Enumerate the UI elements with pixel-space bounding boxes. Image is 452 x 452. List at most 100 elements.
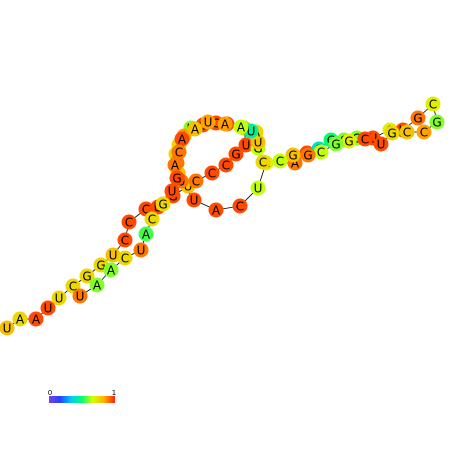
nucleotide-circle <box>218 157 234 173</box>
nucleotide: C <box>188 173 204 189</box>
nucleotide: C <box>218 157 234 173</box>
nucleotide-letter: U <box>168 185 177 199</box>
nucleotide: G <box>328 136 344 152</box>
nucleotide-letter: G <box>82 270 91 284</box>
nucleotide-letter: A <box>212 204 221 218</box>
nucleotide: C <box>313 144 329 160</box>
nucleotide-circle <box>171 144 187 160</box>
nucleotide: A <box>217 116 233 132</box>
nucleotide-letter: A <box>107 264 116 278</box>
nucleotide-circle <box>238 137 254 153</box>
nucleotide-letter: U <box>184 180 193 194</box>
nucleotide: U <box>186 192 202 208</box>
nucleotide-letter: C <box>125 216 133 230</box>
color-scale-bar <box>49 396 115 403</box>
nucleotide-letter: G <box>231 148 240 162</box>
nucleotide-letter: U <box>204 116 213 130</box>
nucleotide-circle <box>416 124 432 140</box>
nucleotide-circle <box>72 288 88 304</box>
nucleotide-circle <box>186 192 202 208</box>
nucleotide: A <box>138 226 154 242</box>
nucleotide-circle <box>155 196 171 212</box>
nucleotide-letter: G <box>352 132 361 146</box>
nucleotide-circle <box>232 198 248 214</box>
nucleotide-circle <box>0 320 15 336</box>
nucleotide: C <box>357 131 373 147</box>
nucleotide-letter: G <box>387 127 396 141</box>
nucleotide-letter: A <box>221 118 230 132</box>
nucleotide-letter: U <box>242 139 251 153</box>
nucleotide-circle <box>28 311 44 327</box>
nucleotide-circle <box>228 146 244 162</box>
nucleotide-letter: G <box>331 138 340 152</box>
color-scale-legend: 0 1 <box>48 389 116 403</box>
nucleotide-letter: U <box>109 249 118 263</box>
nucleotide: G <box>228 146 244 162</box>
nucleotide-letter: C <box>236 200 244 214</box>
nucleotide-circle <box>313 144 329 160</box>
nucleotide-letter: G <box>96 259 105 273</box>
nucleotide: G <box>429 114 445 130</box>
nucleotide-letter: G <box>413 112 422 126</box>
nucleotide-letter: U <box>254 136 263 150</box>
nucleotide-letter: U <box>137 244 146 258</box>
nucleotide-circle <box>300 147 316 163</box>
nucleotide: C <box>232 198 248 214</box>
nucleotide-circle <box>217 116 233 132</box>
nucleotide: A <box>174 131 190 147</box>
nucleotide: A <box>89 277 105 293</box>
nucleotide: C <box>121 214 137 230</box>
nucleotide-letter: A <box>171 159 180 173</box>
nucleotide-circle <box>285 147 301 163</box>
nucleotide: G <box>155 196 171 212</box>
nucleotide: A <box>12 311 28 327</box>
nucleotide-letter: U <box>3 322 12 336</box>
nucleotide: C <box>255 154 271 170</box>
nucleotide-circle <box>167 157 183 173</box>
nucleotide-letter: C <box>212 117 220 131</box>
nucleotide: U <box>133 242 149 258</box>
nucleotide-letter: C <box>175 146 183 160</box>
nucleotide-circle <box>117 250 133 266</box>
nucleotide-circle <box>328 136 344 152</box>
nucleotide-circle <box>169 170 185 186</box>
nucleotide: C <box>171 144 187 160</box>
nucleotide-letter: U <box>377 138 386 152</box>
nucleotide-letter: G <box>288 149 297 163</box>
nucleotide-circle <box>12 311 28 327</box>
nucleotide-circle <box>103 262 119 278</box>
nucleotide-circle <box>208 202 224 218</box>
nucleotide-letter: U <box>247 125 256 139</box>
nucleotide: C <box>117 250 133 266</box>
nucleotide-layer: UAAUUCGGUCCCUGUCCCGUUGCGUAAAGAUUACUGAUGC… <box>0 96 445 336</box>
nucleotide-circle <box>138 226 154 242</box>
nucleotide: A <box>208 202 224 218</box>
nucleotide-circle <box>174 131 190 147</box>
nucleotide-circle <box>188 173 204 189</box>
nucleotide-circle <box>133 242 149 258</box>
nucleotide: A <box>28 311 44 327</box>
nucleotide-letter: C <box>259 156 267 170</box>
nucleotide-circle <box>187 121 203 137</box>
nucleotide: U <box>200 114 216 130</box>
nucleotide-circle <box>341 133 357 149</box>
nucleotide: A <box>187 121 203 137</box>
nucleotide-letter: C <box>142 203 150 217</box>
nucleotide-letter: C <box>192 175 200 189</box>
nucleotide-letter: A <box>191 123 200 137</box>
nucleotide-letter: A <box>142 228 151 242</box>
nucleotide-letter: U <box>369 132 378 146</box>
nucleotide-letter: C <box>121 234 129 248</box>
nucleotide-letter: C <box>403 126 411 140</box>
nucleotide-letter: U <box>44 302 53 316</box>
nucleotide: U <box>51 290 67 306</box>
nucleotide-circle <box>51 290 67 306</box>
nucleotide-letter: C <box>148 213 156 227</box>
nucleotide-circle <box>255 154 271 170</box>
nucleotide-letter: U <box>190 194 199 208</box>
nucleotide-letter: G <box>303 149 312 163</box>
nucleotide: U <box>164 183 180 199</box>
nucleotide-letter: C <box>121 252 129 266</box>
nucleotide-circle <box>272 153 288 169</box>
